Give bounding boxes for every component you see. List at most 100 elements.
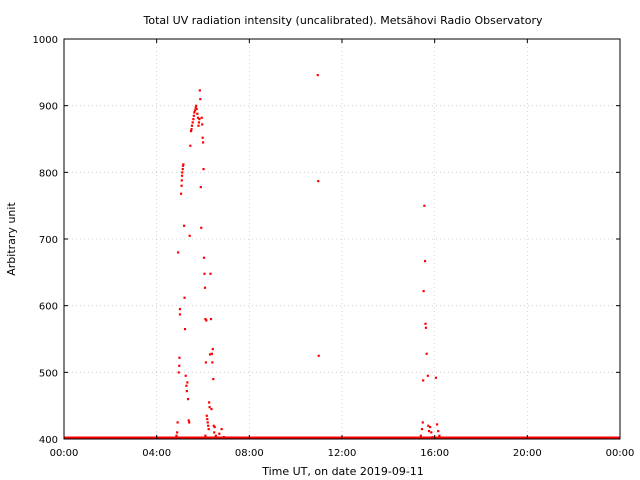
data-point [192,114,195,117]
data-point [207,428,210,431]
data-point [419,434,422,437]
data-point [425,352,428,355]
y-tick-label: 500 [39,368,58,379]
data-point [192,118,195,121]
data-point [205,414,208,417]
y-tick-label: 700 [39,235,58,246]
data-point [189,144,192,147]
data-point [209,272,212,275]
data-point [175,434,178,437]
data-point [424,326,428,329]
data-point [190,128,193,131]
data-point [427,424,430,427]
grid-lines [64,39,620,439]
data-point [218,432,221,435]
y-tick-label: 1000 [33,35,58,46]
data-point [222,436,226,439]
data-point [197,121,201,124]
axis-ticks: 00:00 04:00 08:00 12:00 16:00 20:00 00:00 400 50… [33,35,635,459]
data-point [202,141,205,144]
data-point [210,408,213,411]
data-point [213,426,216,429]
data-point [437,430,440,433]
chart-title: Total UV radiation intensity (uncalibrat… [143,14,543,27]
data-point [202,436,205,439]
data-point [206,418,209,421]
data-point [431,436,434,439]
data-point [211,361,214,364]
y-tick-label: 800 [39,168,58,179]
data-point [204,318,207,321]
data-point [208,353,212,356]
data-point [200,116,203,119]
data-point [188,421,191,424]
data-point [183,296,186,299]
data-point [196,116,200,119]
data-point [212,424,215,427]
data-point [194,106,197,109]
data-point [316,74,319,77]
data-point [205,319,208,322]
data-point [429,426,432,429]
x-tick-label: 12:00 [328,448,357,459]
data-point [434,376,438,379]
data-point [201,136,204,139]
data-point [190,124,194,127]
data-point [426,374,429,377]
data-point [206,421,209,424]
data-point [196,112,199,115]
data-point [186,381,189,384]
data-point [191,121,194,124]
data-point [176,251,180,254]
data-point [214,434,217,437]
data-point [220,428,223,431]
data-point [185,384,188,387]
data-point [177,371,180,374]
data-point [181,168,184,171]
data-point [421,421,424,424]
data-point [208,401,211,404]
x-axis-label: Time UT, on date 2019-09-11 [261,465,424,478]
data-point [423,204,426,207]
data-point [186,398,190,401]
data-point [210,352,214,355]
data-point [430,431,433,434]
data-point [199,98,202,101]
data-point [440,436,443,439]
data-point [203,272,206,275]
data-point [178,313,182,316]
data-point [178,308,182,311]
y-tick-label: 600 [39,302,58,313]
data-point [215,436,219,439]
x-tick-label: 04:00 [142,448,171,459]
x-tick-label: 16:00 [420,448,449,459]
data-point [207,424,210,427]
x-tick-label: 00:00 [50,448,79,459]
data-point [189,130,193,133]
data-point [204,434,207,437]
data-point [204,361,207,364]
data-point [211,348,214,351]
x-tick-label: 08:00 [235,448,264,459]
x-tick-label: 00:00 [606,448,635,459]
data-point [197,124,200,127]
x-tick-label: 20:00 [513,448,542,459]
data-point [187,419,190,422]
data-point [176,421,179,424]
data-point [317,180,320,183]
data-point [178,364,181,367]
y-axis-label: Arbitrary unit [5,202,18,276]
data-point [201,123,204,126]
data-point [427,430,431,433]
data-point [183,328,187,331]
data-point [180,184,183,187]
data-point [213,431,216,434]
data-point [184,374,187,377]
data-point [317,354,320,357]
y-tick-label: 400 [39,435,58,446]
data-point [422,379,425,382]
data-point [438,434,441,437]
data-point [203,286,207,289]
data-point [435,423,439,426]
data-point [198,118,201,121]
